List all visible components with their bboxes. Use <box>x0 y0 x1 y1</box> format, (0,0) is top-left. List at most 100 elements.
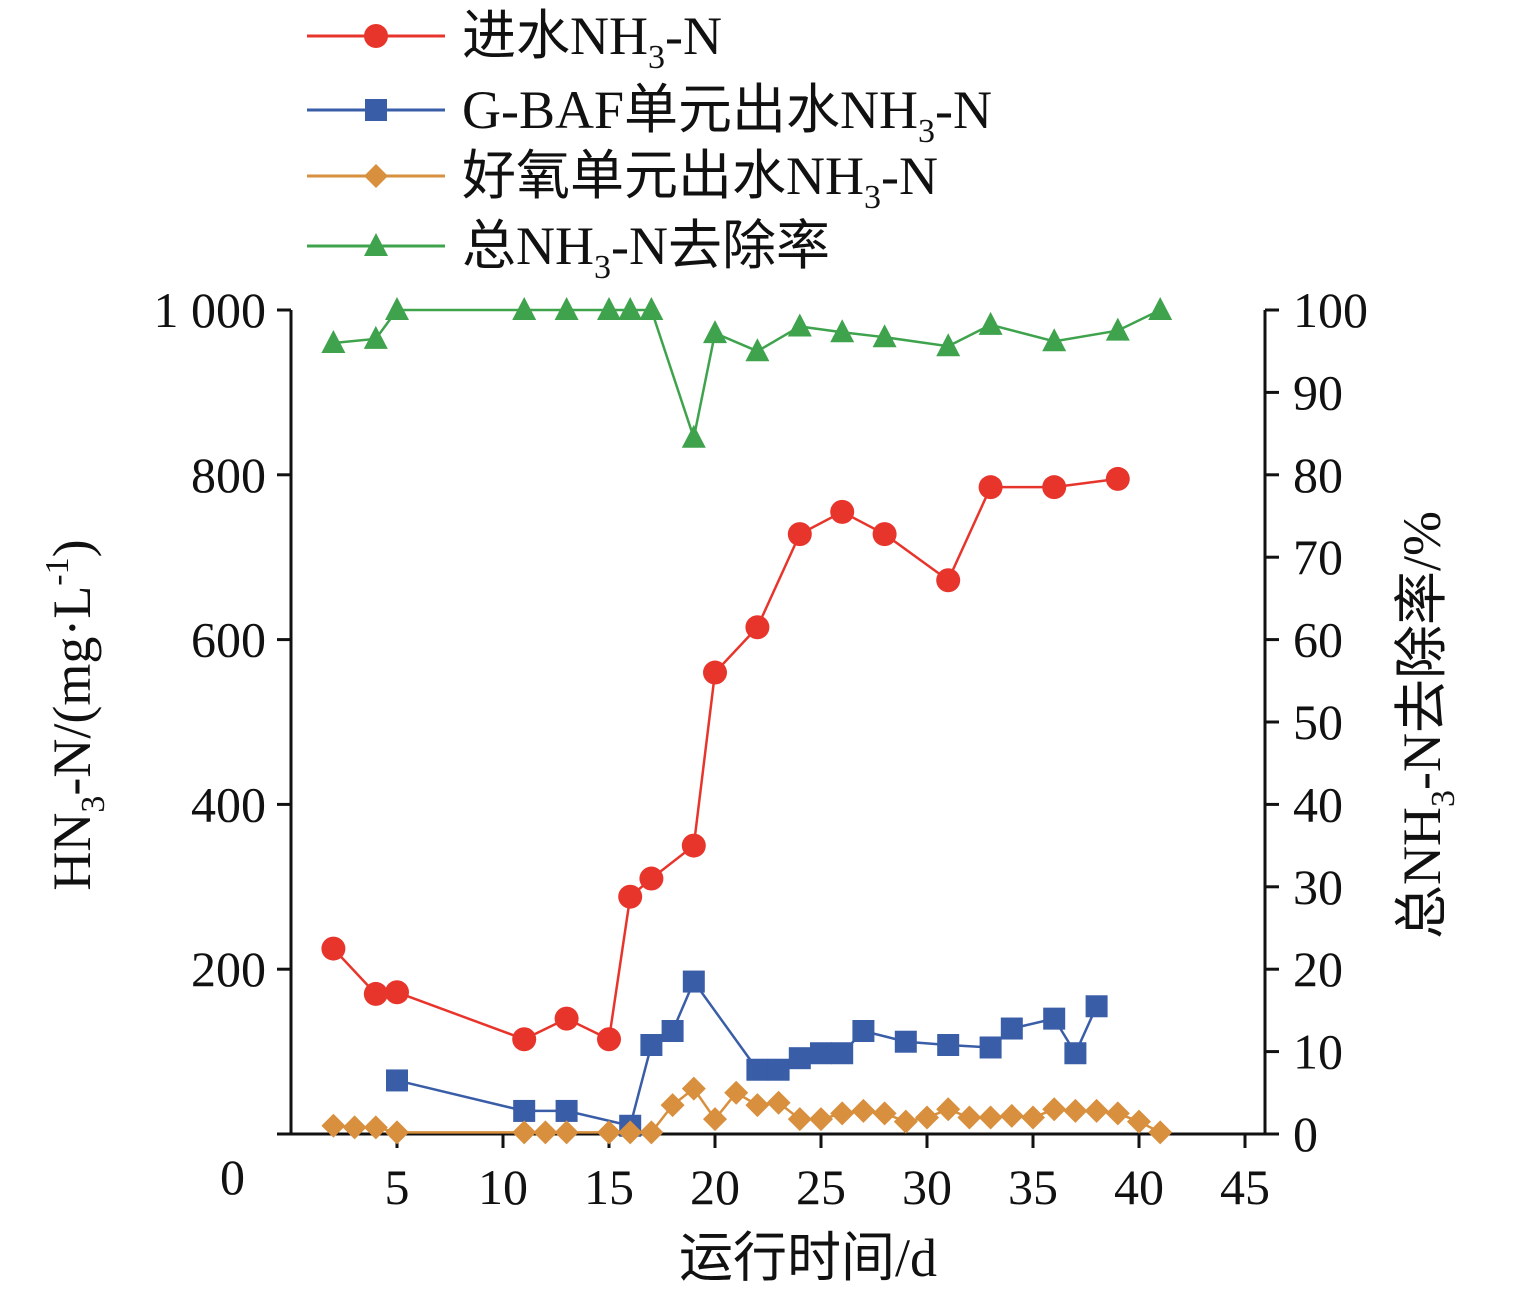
data-point-removal-rate <box>745 338 770 362</box>
data-point-influent <box>703 660 727 685</box>
axes <box>289 310 1267 1136</box>
x-tick-label: 20 <box>690 1159 740 1215</box>
legend-label-text: -N去除率 <box>611 216 830 276</box>
series-line-influent <box>332 477 1118 1042</box>
right-y-tick-label: 50 <box>1293 694 1343 750</box>
right-y-tick-label: 80 <box>1293 447 1343 503</box>
legend-label-text: G-BAF单元出水NH <box>462 80 918 140</box>
x-tick-label: 15 <box>584 1159 634 1215</box>
left-y-title-pre: HN <box>42 813 102 891</box>
data-point-influent <box>872 522 897 547</box>
left-y-title-post: -N/(mg·L <box>42 586 102 796</box>
data-point-influent <box>745 615 770 640</box>
data-point-aerobic-effluent <box>639 1120 664 1145</box>
data-point-gbaf-effluent <box>894 1030 917 1053</box>
legend-label-subscript: 3 <box>648 39 665 76</box>
legend-item-influent: 进水NH3-N <box>307 6 722 76</box>
data-point-aerobic-effluent <box>703 1107 727 1132</box>
left-y-tick-label: 0 <box>220 1149 245 1205</box>
data-point-gbaf-effluent <box>831 1042 854 1065</box>
data-point-influent <box>363 981 388 1006</box>
data-point-influent <box>830 499 855 524</box>
x-tick-label: 30 <box>902 1159 952 1215</box>
plot-area <box>321 297 1173 1145</box>
data-point-removal-rate <box>618 297 643 320</box>
data-point-gbaf-effluent <box>852 1020 875 1042</box>
data-point-removal-rate <box>639 297 664 320</box>
data-point-gbaf-effluent <box>810 1042 832 1065</box>
data-point-gbaf-effluent <box>386 1069 408 1092</box>
left-y-title-sub: 3 <box>75 796 112 813</box>
data-point-influent <box>618 884 643 909</box>
data-point-gbaf-effluent <box>513 1099 536 1122</box>
left-y-tick-label: 1 000 <box>154 282 267 338</box>
data-point-aerobic-effluent <box>915 1105 939 1130</box>
data-point-aerobic-effluent <box>1127 1109 1151 1134</box>
legend-item-removal-rate: 总NH3-N去除率 <box>307 216 830 286</box>
data-point-aerobic-effluent <box>1084 1098 1109 1123</box>
data-point-aerobic-effluent <box>1063 1098 1088 1123</box>
data-point-removal-rate <box>512 297 537 320</box>
x-tick-label: 5 <box>385 1159 410 1215</box>
series-gbaf-effluent <box>386 970 1108 1137</box>
data-point-influent <box>639 866 664 891</box>
right-y-title-post: -N去除率/% <box>1392 511 1452 790</box>
data-point-gbaf-effluent <box>1043 1007 1066 1030</box>
data-point-influent <box>978 475 1003 500</box>
data-point-aerobic-effluent <box>830 1101 855 1126</box>
data-point-influent <box>597 1027 621 1052</box>
data-point-gbaf-effluent <box>1000 1017 1023 1040</box>
data-point-aerobic-effluent <box>978 1105 1003 1130</box>
legend-item-aerobic-effluent: 好氧单元出水NH3-N <box>307 146 938 216</box>
legend-swatch-marker <box>364 24 388 48</box>
right-y-tick-label: 100 <box>1293 282 1368 338</box>
data-point-removal-rate <box>830 319 855 343</box>
left-y-title-sup: -1 <box>39 557 76 585</box>
data-point-aerobic-effluent <box>809 1107 833 1132</box>
legend-label: 好氧单元出水NH3-N <box>462 146 938 216</box>
data-point-removal-rate <box>703 320 727 344</box>
data-point-influent <box>936 568 961 593</box>
legend-label: 进水NH3-N <box>462 6 722 76</box>
right-y-tick-label: 70 <box>1293 529 1343 585</box>
x-tick-label: 40 <box>1114 1159 1164 1215</box>
data-point-aerobic-effluent <box>1042 1097 1067 1122</box>
data-point-aerobic-effluent <box>766 1090 791 1115</box>
data-point-gbaf-effluent <box>555 1099 578 1122</box>
data-point-aerobic-effluent <box>597 1120 621 1145</box>
right-y-tick-label: 30 <box>1293 859 1343 915</box>
data-point-influent <box>1105 466 1130 491</box>
right-y-tick-label: 20 <box>1293 941 1343 997</box>
data-point-removal-rate <box>554 297 579 320</box>
data-point-aerobic-effluent <box>321 1113 346 1138</box>
legend-label: 总NH3-N去除率 <box>462 216 830 286</box>
right-y-tick-label: 10 <box>1293 1024 1343 1080</box>
data-point-influent <box>385 980 409 1005</box>
legend-swatch-marker <box>364 233 388 256</box>
right-y-axis-title: 总NH3-N去除率/% <box>1392 511 1462 939</box>
ticks: 5 10 15 20 25 30 35 40 45 0 200 400 600 800 1 000 0 10 20… <box>154 282 1369 1215</box>
x-axis-title: 运行时间/d <box>679 1228 937 1288</box>
legend: 进水NH3-NG-BAF单元出水NH3-N好氧单元出水NH3-N总NH3-N去除… <box>307 6 992 286</box>
legend-label-subscript: 3 <box>864 179 881 216</box>
data-point-aerobic-effluent <box>851 1098 876 1123</box>
data-point-removal-rate <box>1105 317 1130 341</box>
data-point-removal-rate <box>872 324 897 348</box>
data-point-removal-rate <box>681 424 706 448</box>
x-tick-label: 25 <box>796 1159 846 1215</box>
data-point-aerobic-effluent <box>681 1076 706 1101</box>
data-point-aerobic-effluent <box>363 1115 388 1140</box>
data-point-aerobic-effluent <box>893 1109 918 1134</box>
data-point-removal-rate <box>936 333 961 357</box>
data-point-influent <box>554 1006 579 1031</box>
data-point-gbaf-effluent <box>1064 1042 1087 1065</box>
legend-label-text: 好氧单元出水NH <box>462 146 864 206</box>
data-point-aerobic-effluent <box>872 1101 897 1126</box>
data-point-gbaf-effluent <box>1085 995 1108 1018</box>
data-point-gbaf-effluent <box>682 970 705 993</box>
data-point-removal-rate <box>1148 297 1173 320</box>
series-line-removal-rate <box>333 308 1161 443</box>
data-point-gbaf-effluent <box>788 1047 811 1070</box>
legend-label-subscript: 3 <box>594 249 611 286</box>
legend-item-gbaf-effluent: G-BAF单元出水NH3-N <box>307 80 992 150</box>
